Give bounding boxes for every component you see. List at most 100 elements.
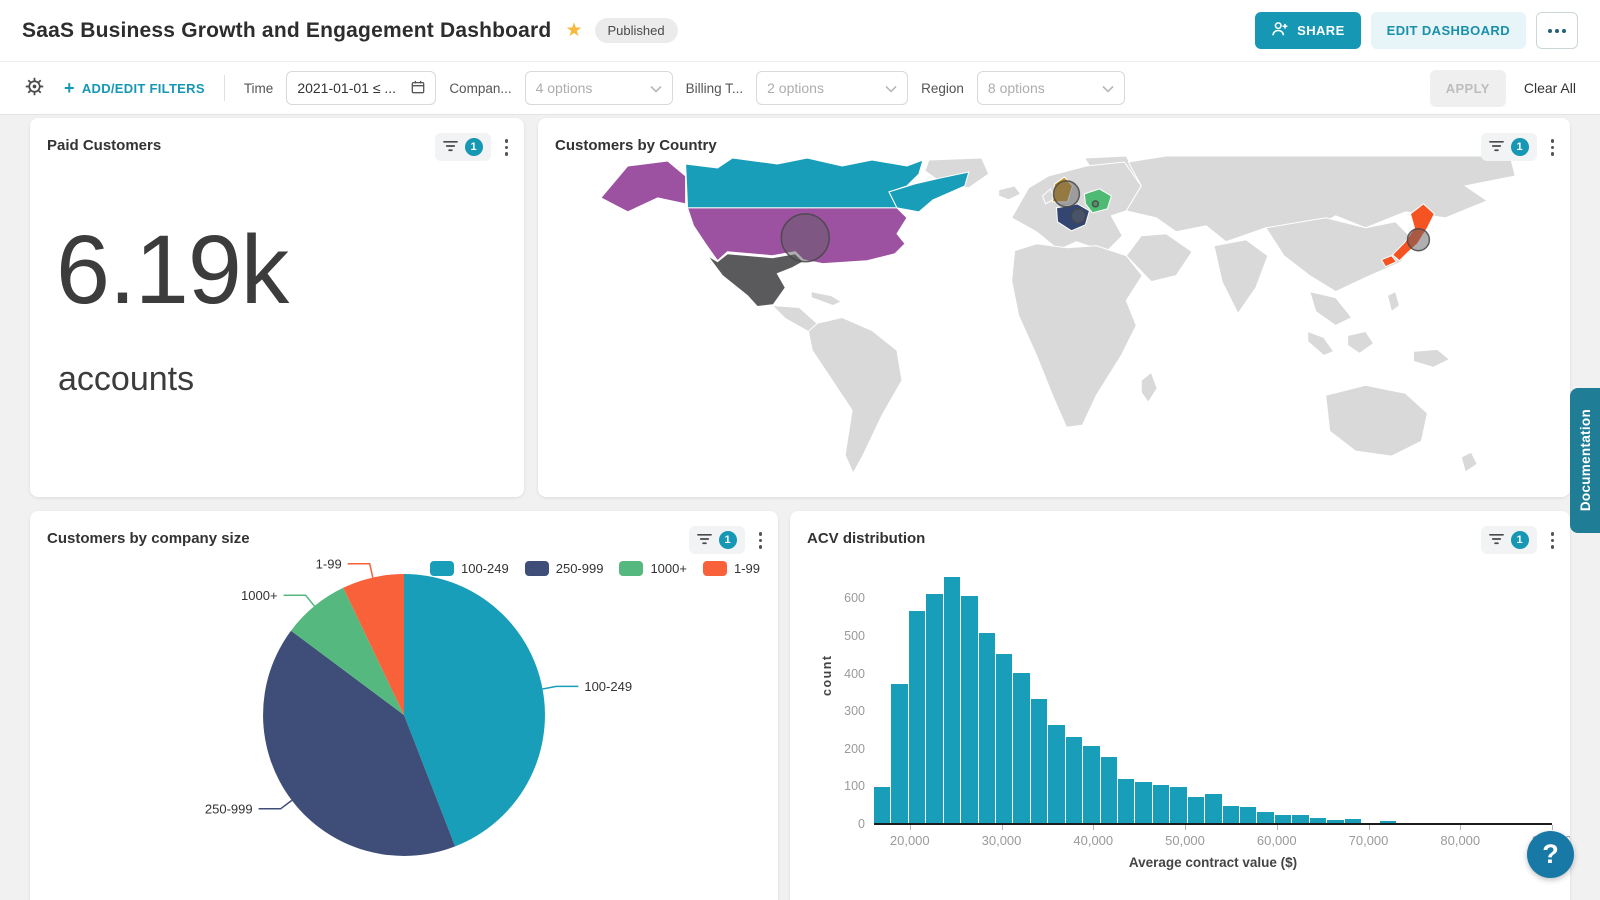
hist-bar[interactable] — [1222, 806, 1240, 823]
hist-bar[interactable] — [996, 653, 1013, 823]
pie-slice-label: 100-249 — [584, 679, 632, 694]
region-filter-select[interactable]: 8 options — [976, 71, 1125, 105]
country-japan-south[interactable] — [1380, 255, 1398, 268]
widget-filter-chip[interactable]: 1 — [688, 526, 745, 555]
legend-item[interactable]: 100-249 — [430, 561, 509, 576]
hist-bar[interactable] — [1030, 698, 1048, 823]
hist-bar[interactable] — [1048, 725, 1065, 823]
x-tick-mark — [1460, 825, 1462, 830]
calendar-icon — [411, 80, 425, 97]
hist-bar[interactable] — [1240, 807, 1257, 823]
map-marker-france[interactable] — [1070, 208, 1087, 224]
x-tick-mark — [1093, 825, 1095, 830]
x-tick-mark — [1552, 825, 1553, 830]
edit-dashboard-button[interactable]: EDIT DASHBOARD — [1370, 12, 1526, 49]
map-marker-japan[interactable] — [1406, 228, 1431, 252]
hist-y-axis-label: count — [820, 654, 834, 696]
filter-settings-button[interactable] — [24, 76, 45, 100]
filter-count-badge: 1 — [1510, 138, 1529, 157]
country-germany[interactable] — [1083, 188, 1112, 214]
billing-filter-select[interactable]: 2 options — [756, 71, 909, 105]
map-marker-usa[interactable] — [780, 213, 830, 263]
share-icon — [1271, 21, 1289, 40]
country-alaska[interactable] — [600, 160, 687, 213]
hist-bar[interactable] — [1344, 818, 1362, 823]
pie-slice[interactable] — [343, 574, 404, 715]
hist-bar[interactable] — [1187, 796, 1205, 823]
hist-bar[interactable] — [1309, 817, 1327, 823]
australia — [1325, 384, 1428, 457]
widget-title: Customers by company size — [47, 530, 250, 547]
country-mexico[interactable] — [707, 253, 805, 308]
pie-chart: 100-249 250-999 1000+ 1-99 — [30, 511, 778, 900]
hist-bar[interactable] — [1152, 785, 1170, 823]
hist-bar[interactable] — [1257, 811, 1274, 823]
help-button[interactable]: ? — [1527, 831, 1574, 878]
hist-bar[interactable] — [874, 787, 891, 823]
map-marker-germany[interactable] — [1091, 200, 1100, 208]
cuba-caribbean — [810, 290, 843, 307]
widget-title: Customers by Country — [555, 137, 717, 154]
favorite-star-icon[interactable]: ★ — [565, 20, 583, 41]
hist-bar[interactable] — [908, 610, 926, 823]
company-filter-select[interactable]: 4 options — [524, 71, 673, 105]
x-tick-label: 50,000 — [1165, 833, 1205, 848]
share-button[interactable]: SHARE — [1255, 12, 1361, 49]
hist-bar[interactable] — [978, 633, 995, 823]
hist-bar[interactable] — [1100, 757, 1118, 823]
hist-bar[interactable] — [1379, 821, 1396, 823]
hist-bar[interactable] — [1274, 814, 1292, 823]
billing-filter-label: Billing T... — [685, 80, 744, 96]
time-filter-input[interactable]: 2021-01-01 ≤ ... — [286, 71, 437, 105]
filter-icon — [1488, 533, 1504, 548]
hist-bar[interactable] — [1013, 672, 1030, 823]
widget-menu-button[interactable] — [1547, 133, 1559, 162]
kpi-unit: accounts — [58, 360, 195, 398]
widget-filter-chip[interactable]: 1 — [1480, 133, 1537, 162]
widget-menu-button[interactable] — [1547, 526, 1559, 555]
x-tick-label: 20,000 — [889, 833, 930, 848]
add-edit-filters-button[interactable]: + ADD/EDIT FILTERS — [64, 77, 205, 98]
y-tick-label: 100 — [844, 779, 865, 794]
widget-menu-button[interactable] — [501, 133, 513, 162]
y-tick-label: 300 — [844, 704, 865, 719]
hist-bar[interactable] — [1205, 793, 1222, 823]
country-canada[interactable] — [685, 157, 924, 209]
legend-item[interactable]: 250-999 — [524, 561, 603, 576]
gear-icon — [24, 76, 45, 100]
hist-bar[interactable] — [1065, 736, 1083, 823]
pie-slice[interactable] — [291, 587, 404, 715]
apply-button[interactable]: APPLY — [1429, 69, 1506, 107]
pie-slice[interactable] — [404, 574, 545, 847]
hist-bar[interactable] — [1135, 782, 1152, 823]
hist-bar[interactable] — [1170, 787, 1187, 823]
x-tick-mark — [1276, 825, 1278, 830]
filter-count-badge: 1 — [718, 531, 737, 550]
hist-bar[interactable] — [961, 595, 978, 823]
pie-slice-label: 1-99 — [316, 556, 342, 571]
widget-menu-button[interactable] — [755, 526, 767, 555]
hist-bar[interactable] — [1083, 745, 1100, 823]
world-map[interactable] — [552, 155, 1566, 495]
hist-bar[interactable] — [943, 576, 961, 823]
hist-bar[interactable] — [891, 683, 908, 823]
legend-item[interactable]: 1-99 — [702, 561, 760, 576]
pie-slice[interactable] — [263, 630, 456, 856]
widget-filter-chip[interactable]: 1 — [1480, 526, 1537, 555]
legend-item[interactable]: 1000+ — [619, 561, 687, 576]
clear-all-button[interactable]: Clear All — [1523, 80, 1576, 96]
country-canada-east[interactable] — [888, 171, 970, 213]
map-marker-uk[interactable] — [1052, 180, 1081, 208]
customers-by-country-widget: Customers by Country 1 — [538, 118, 1570, 497]
se-asia — [1309, 290, 1353, 327]
south-america — [806, 317, 903, 475]
documentation-tab[interactable]: Documentation — [1570, 388, 1600, 533]
middle-east — [1125, 233, 1193, 283]
hist-bar[interactable] — [1327, 820, 1344, 823]
more-options-button[interactable] — [1536, 12, 1578, 49]
x-tick-mark — [1368, 825, 1370, 830]
widget-filter-chip[interactable]: 1 — [434, 133, 491, 162]
hist-bar[interactable] — [1118, 778, 1135, 823]
hist-bar[interactable] — [926, 593, 943, 823]
hist-bar[interactable] — [1292, 815, 1309, 823]
